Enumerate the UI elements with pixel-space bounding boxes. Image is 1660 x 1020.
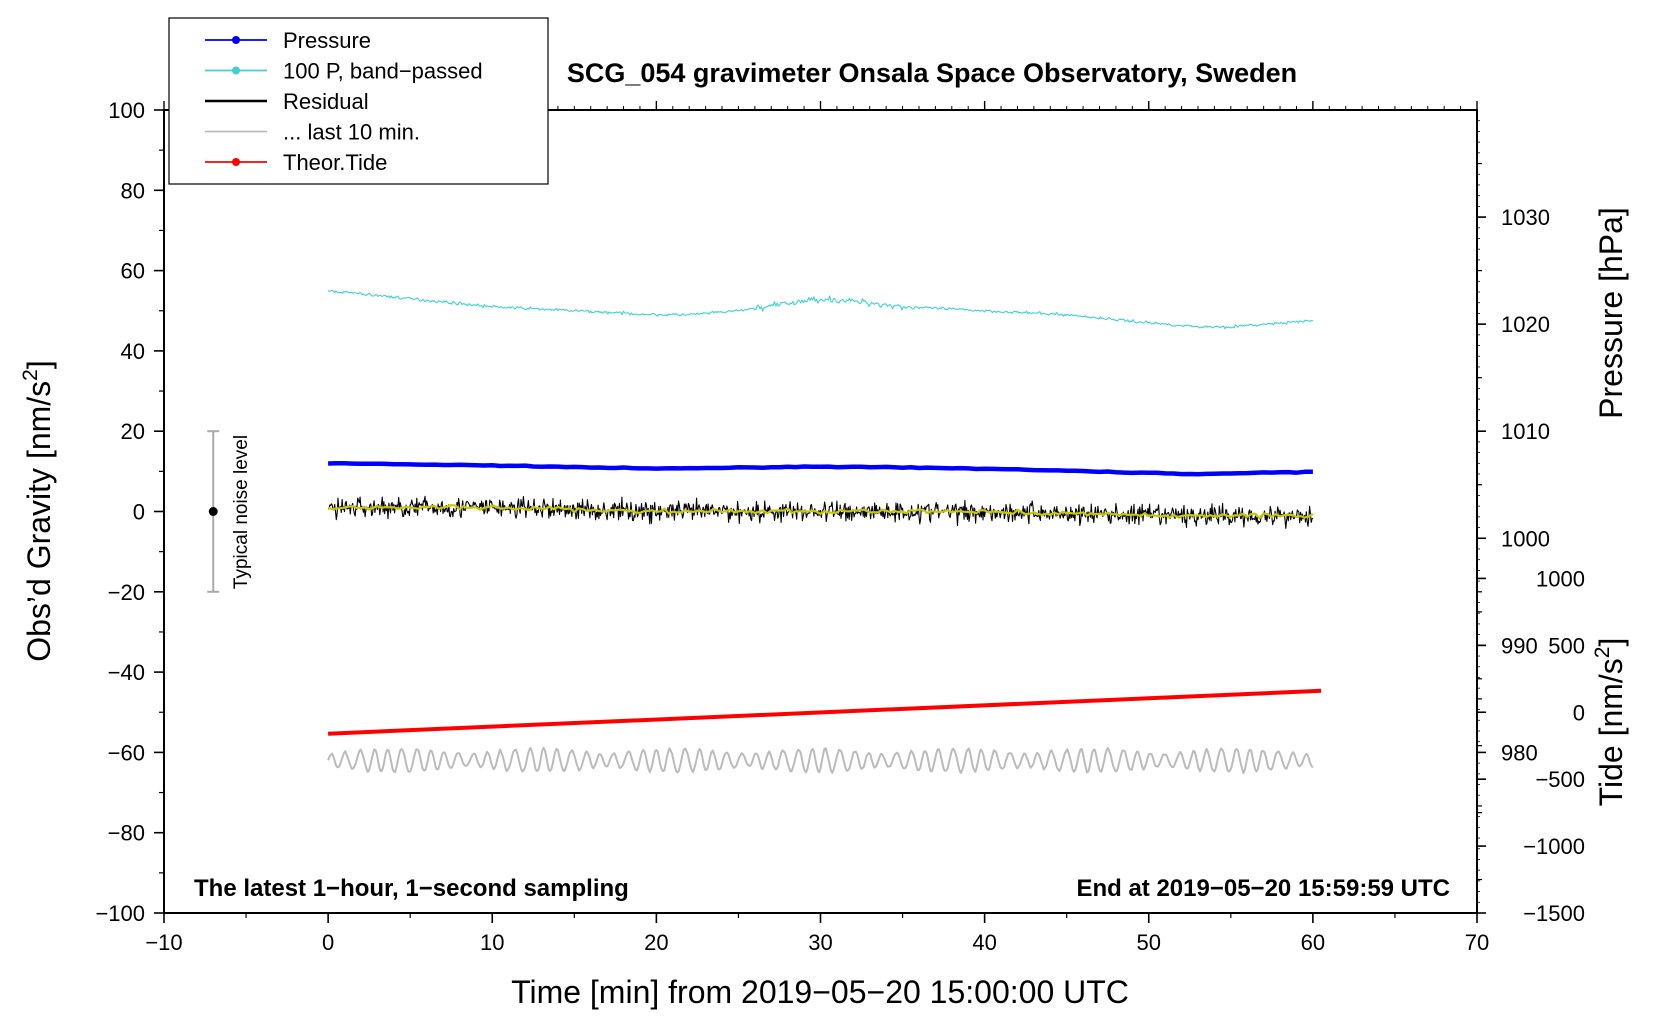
tide-tick-label: −1500	[1523, 901, 1585, 926]
y-axis-label-tide-end: ]	[1593, 638, 1629, 647]
x-tick-label: 0	[322, 930, 334, 955]
series-residual	[328, 495, 1314, 529]
x-tick-label: 10	[480, 930, 504, 955]
legend-label: Pressure	[283, 28, 371, 53]
x-tick-label: 30	[808, 930, 832, 955]
annotation-latest-hour: The latest 1−hour, 1−second sampling	[194, 875, 629, 902]
pressure-tick-label: 1030	[1501, 205, 1550, 230]
series-last-10-min	[327, 746, 1314, 774]
y-tick-label: 40	[121, 339, 145, 364]
legend-marker	[232, 36, 240, 44]
axis-tick-labels-layer: −10 0 10 20 30 40 50 60 70−100−80−60−40−20020406…	[95, 98, 1585, 955]
x-tick-label: 50	[1137, 930, 1161, 955]
series-residual-smoothed	[327, 503, 1314, 520]
annotation-end-time: End at 2019−05−20 15:59:59 UTC	[1076, 875, 1450, 902]
x-tick-label: −10	[145, 930, 182, 955]
series-theor-tide	[328, 688, 1322, 736]
series-100-p-band-passed	[327, 289, 1313, 330]
y-tick-label: 60	[121, 259, 145, 284]
y-axis-label-left-sup: 2	[19, 369, 42, 381]
y-axis-label-pressure: Pressure [hPa]	[1593, 207, 1629, 419]
pressure-tick-label: 1020	[1501, 312, 1550, 337]
legend-label: 100 P, band−passed	[283, 59, 483, 84]
tide-tick-label: 1000	[1536, 566, 1585, 591]
y-tick-label: −80	[108, 821, 145, 846]
tide-tick-label: −1000	[1523, 834, 1585, 859]
y-axis-label-left-main: Obs’d Gravity [nm/s	[21, 381, 57, 662]
legend-marker	[232, 158, 240, 166]
pressure-tick-label: 1000	[1501, 526, 1550, 551]
pressure-tick-label: 990	[1501, 633, 1538, 658]
x-tick-label: 20	[644, 930, 668, 955]
noise-indicator	[207, 430, 220, 593]
legend: Pressure 100 P, band−passed Residual ... la…	[168, 17, 549, 185]
legend-marker	[232, 66, 240, 75]
plot-series-layer	[327, 289, 1322, 774]
y-tick-label: −40	[108, 660, 145, 685]
y-tick-label: 80	[121, 178, 145, 203]
y-tick-label: −60	[108, 740, 145, 765]
y-tick-label: −20	[108, 580, 145, 605]
y-tick-label: −100	[95, 901, 145, 926]
series-pressure	[328, 461, 1313, 477]
tide-tick-label: −500	[1535, 767, 1585, 792]
legend-label: ... last 10 min.	[283, 120, 420, 145]
chart-title: SCG_054 gravimeter Onsala Space Observat…	[567, 58, 1297, 88]
tide-tick-label: 0	[1573, 700, 1585, 725]
y-tick-label: 0	[133, 500, 145, 525]
legend-label: Theor.Tide	[283, 150, 387, 175]
noise-center-dot	[208, 507, 218, 516]
y-tick-label: 20	[121, 419, 145, 444]
pressure-tick-label: 980	[1501, 740, 1538, 765]
y-tick-label: 100	[108, 98, 145, 123]
y-axis-label-tide-main: Tide [nm/s	[1593, 658, 1629, 806]
y-axis-label-left-end: ]	[21, 360, 57, 369]
legend-label: Residual	[283, 89, 369, 114]
x-axis-label: Time [min] from 2019−05−20 15:00:00 UTC	[511, 974, 1129, 1010]
noise-indicator-label: Typical noise level	[231, 435, 252, 589]
x-tick-label: 60	[1301, 930, 1325, 955]
x-tick-label: 40	[972, 930, 996, 955]
y-axis-label-left: Obs’d Gravity [nm/s2]	[19, 360, 57, 662]
x-tick-label: 70	[1465, 930, 1489, 955]
pressure-tick-label: 1010	[1501, 419, 1550, 444]
y-axis-label-tide-sup: 2	[1591, 647, 1614, 659]
y-axis-label-tide: Tide [nm/s2]	[1591, 638, 1629, 807]
tide-tick-label: 500	[1548, 633, 1585, 658]
